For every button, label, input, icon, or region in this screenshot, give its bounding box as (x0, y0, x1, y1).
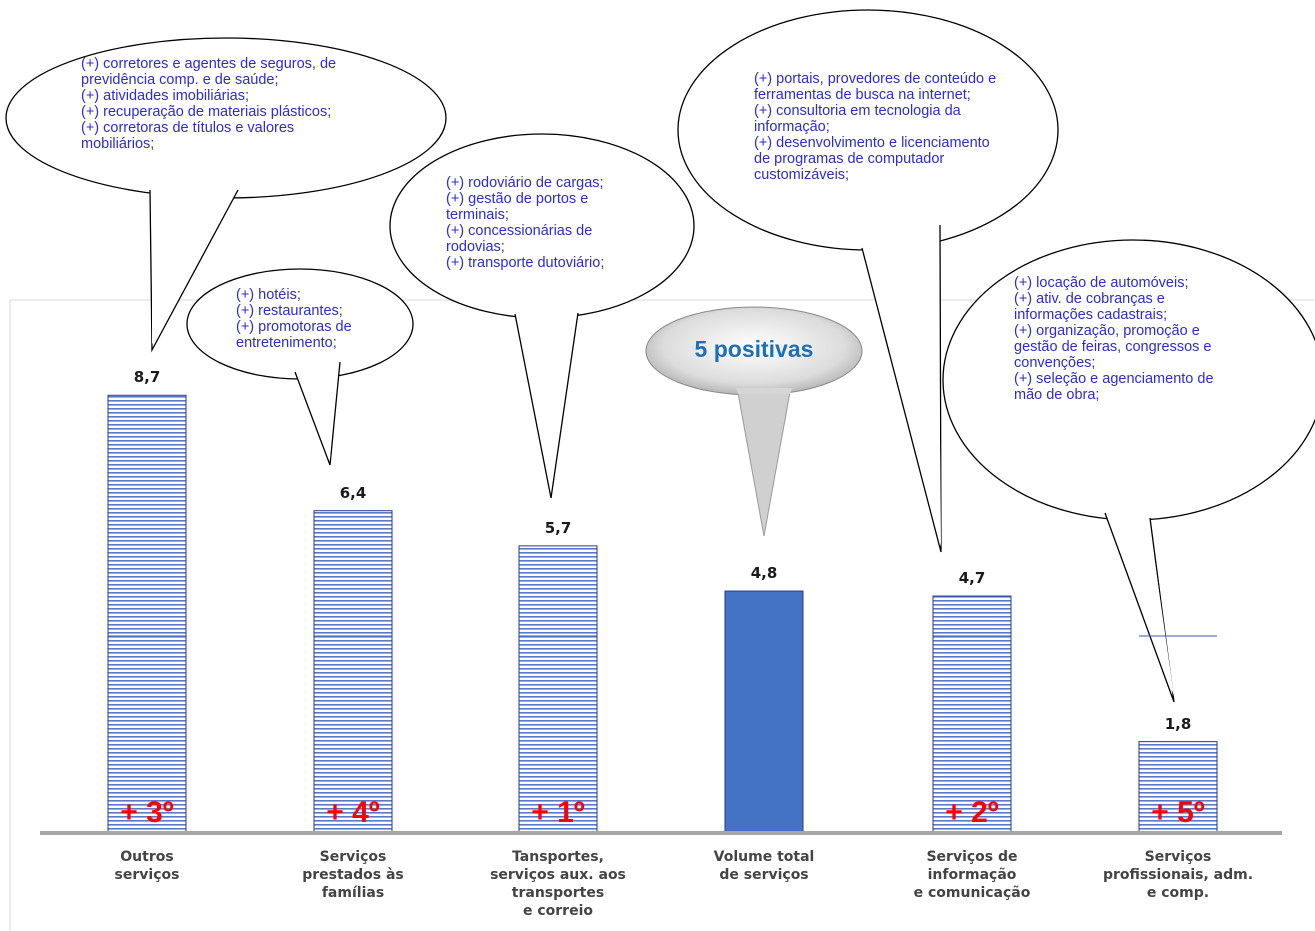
callout-line: (+) recuperação de materiais plásticos; (81, 104, 332, 120)
callout-line: rodovias; (446, 239, 505, 255)
data-label: 5,7 (544, 518, 572, 537)
callout-line: (+) rodoviário de cargas; (446, 175, 604, 191)
data-label: 1,8 (1164, 714, 1192, 733)
category-label: Volume total de serviços (669, 848, 859, 884)
category-label-line: Serviços de (926, 849, 1018, 865)
category-label-line: serviços (114, 867, 180, 883)
callout-line: (+) gestão de portos e (446, 191, 589, 207)
callout-text: (+) hotéis; (+) restaurantes; (+) promotor… (236, 287, 368, 351)
callout-line: (+) corretoras de títulos e valores (81, 120, 295, 136)
callout-pointer (1104, 512, 1175, 703)
callout-line: (+) consultoria em tecnologia da (754, 103, 961, 119)
category-label-line: Outros (120, 849, 174, 865)
callout-line: (+) desenvolvimento e licenciamento (754, 135, 990, 151)
bar (1138, 741, 1218, 833)
rank-label: + 3º (120, 796, 174, 829)
callout-line: informações cadastrais; (1014, 307, 1168, 323)
summary-label: 5 positivas (694, 336, 814, 362)
category-label-line: prestados às (302, 867, 404, 883)
bar (518, 545, 598, 833)
bar (313, 510, 393, 833)
callout-line: (+) concessionárias de (446, 223, 593, 239)
category-label-line: de serviços (719, 867, 809, 883)
callout-line: (+) atividades imobiliárias; (81, 88, 250, 104)
callout-line: mão de obra; (1014, 387, 1100, 403)
category-label-line: serviços aux. aos (490, 867, 626, 883)
callout-line: entretenimento; (236, 335, 337, 351)
category-label-line: Serviços (1144, 849, 1212, 865)
callout-line: terminais; (446, 207, 509, 223)
data-label: 6,4 (339, 483, 367, 502)
callout-line: convenções; (1014, 355, 1096, 371)
callout-text: (+) rodoviário de cargas; (+) gestão de p… (446, 175, 642, 271)
callout-text: (+) locação de automóveis; (+) ativ. de c… (1014, 275, 1252, 403)
rank-label: + 5º (1151, 796, 1205, 829)
callout-text: (+) corretores e agentes de seguros, de p… (81, 56, 367, 152)
category-label-line: Serviços (319, 849, 387, 865)
category-label-line: Volume total (713, 849, 815, 865)
callout-line: informação; (754, 119, 830, 135)
callout-line: gestão de feiras, congressos e (1014, 339, 1212, 355)
category-label: Outros serviços (52, 848, 242, 884)
category-label: Tansportes, serviços aux. aos transportes e… (463, 848, 653, 920)
data-label: 4,8 (750, 564, 778, 583)
category-label-line: profissionais, adm. (1102, 867, 1254, 883)
callout-line: previdência comp. e de saúde; (81, 72, 279, 88)
category-label-line: e correio (522, 903, 593, 919)
rank-label: + 1º (531, 796, 585, 829)
category-label-line: e comunicação (913, 885, 1031, 901)
callout-line: de programas de computador (754, 151, 945, 167)
data-label: 8,7 (133, 368, 161, 387)
callout-line: (+) hotéis; (236, 287, 301, 303)
category-label-line: informação (927, 867, 1017, 883)
callout-line: (+) transporte dutoviário; (446, 255, 605, 271)
rank-label: + 2º (945, 796, 999, 829)
callout-line: ferramentas de busca na internet; (754, 87, 971, 103)
category-label-line: e comp. (1146, 885, 1210, 901)
rank-label: + 4º (326, 796, 380, 829)
category-label-line: transportes (511, 885, 605, 901)
bar (107, 394, 187, 833)
callout-line: (+) locação de automóveis; (1014, 275, 1189, 291)
callout-line: (+) corretores e agentes de seguros, de (81, 56, 337, 72)
callout-line: (+) promotoras de (236, 319, 352, 335)
bar-total (724, 590, 804, 833)
category-label: Serviços prestados às famílias (258, 848, 448, 902)
callout-text: (+) portais, provedores de conteúdo e fer… (754, 71, 1030, 183)
data-label: 4,7 (958, 569, 986, 588)
callout-line: (+) ativ. de cobranças e (1014, 291, 1165, 307)
callout-line: (+) organização, promoção e (1014, 323, 1200, 339)
category-label: Serviços de informação e comunicação (877, 848, 1067, 902)
callout-line: (+) restaurantes; (236, 303, 343, 319)
category-label-line: famílias (321, 885, 385, 901)
callout-line: customizáveis; (754, 167, 850, 183)
callout-line: (+) seleção e agenciamento de (1014, 371, 1214, 387)
category-label: Serviços profissionais, adm. e comp. (1083, 848, 1273, 902)
callout-line: (+) portais, provedores de conteúdo e (754, 71, 997, 87)
bar (932, 595, 1012, 833)
category-label-line: Tansportes, (512, 849, 604, 865)
callout-line: mobiliários; (81, 136, 155, 152)
